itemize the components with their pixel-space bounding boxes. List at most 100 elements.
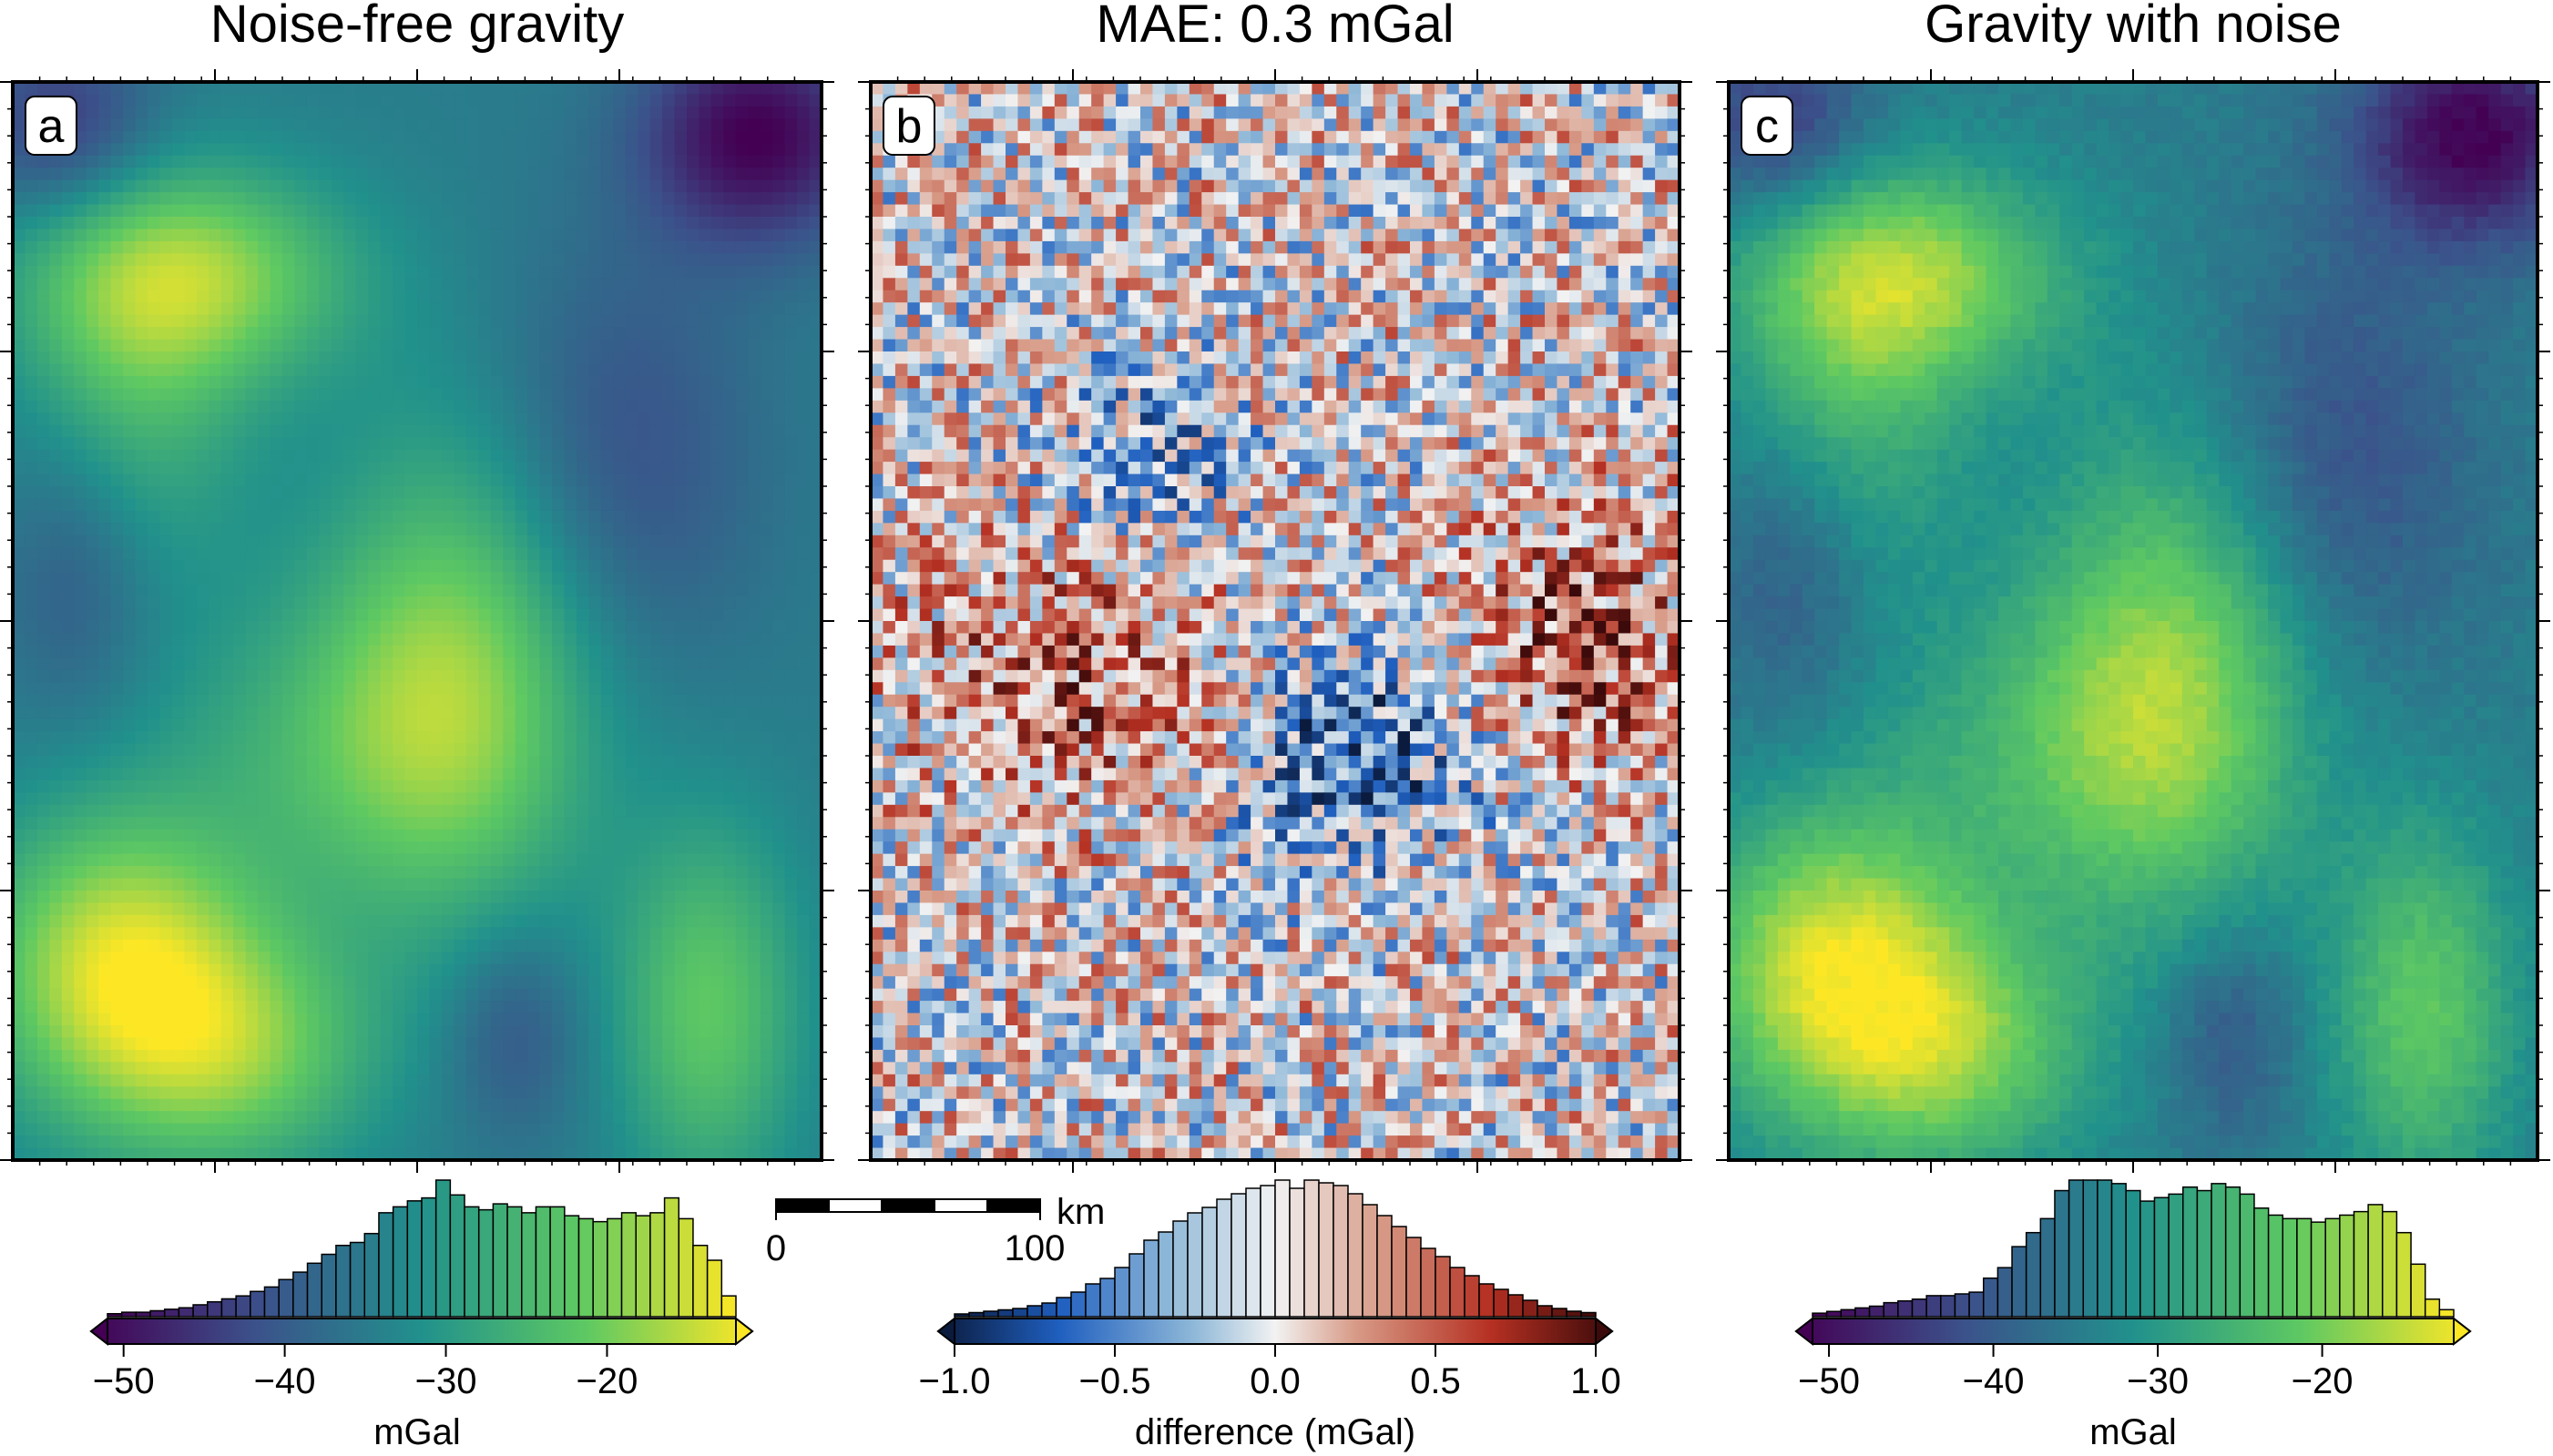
- heatmap-cell: [588, 682, 602, 696]
- heatmap-cell: [184, 192, 198, 206]
- heatmap-cell: [723, 756, 737, 769]
- heatmap-cell: [760, 130, 773, 144]
- heatmap-cell: [490, 351, 504, 365]
- heatmap-cell: [368, 302, 382, 316]
- heatmap-cell: [306, 462, 320, 475]
- heatmap-cell: [36, 192, 50, 206]
- heatmap-cell: [699, 572, 712, 585]
- heatmap-cell: [552, 804, 566, 818]
- heatmap-cell: [171, 914, 185, 928]
- heatmap-cell: [123, 498, 137, 512]
- heatmap-cell: [527, 669, 541, 683]
- heatmap-cell: [649, 253, 663, 267]
- heatmap-cell: [674, 388, 688, 402]
- heatmap-cell: [319, 363, 332, 377]
- heatmap-cell: [429, 1001, 443, 1014]
- heatmap-cell: [13, 707, 26, 720]
- heatmap-cell: [110, 707, 124, 720]
- heatmap-cell: [319, 437, 332, 451]
- heatmap-cell: [245, 694, 259, 708]
- heatmap-cell: [490, 130, 504, 144]
- heatmap-cell: [797, 829, 811, 842]
- heatmap-cell: [319, 118, 332, 132]
- heatmap-cell: [417, 914, 431, 928]
- heatmap-cell: [490, 327, 504, 341]
- heatmap-cell: [270, 768, 283, 781]
- heatmap-cell: [465, 229, 479, 242]
- heatmap-cell: [355, 314, 369, 328]
- heatmap-cell: [209, 240, 222, 254]
- heatmap-cell: [74, 363, 87, 377]
- heatmap-cell: [613, 498, 627, 512]
- heatmap-cell: [245, 192, 259, 206]
- heatmap-cell: [270, 866, 283, 880]
- heatmap-cell: [417, 902, 431, 916]
- heatmap-cell: [638, 375, 651, 389]
- heatmap-cell: [552, 559, 566, 573]
- heatmap-cell: [699, 682, 712, 696]
- heatmap-cell: [25, 792, 38, 806]
- heatmap-cell: [159, 155, 173, 168]
- heatmap-cell: [282, 645, 296, 658]
- heatmap-cell: [343, 204, 357, 218]
- heatmap-cell: [331, 278, 344, 291]
- heatmap-cell: [294, 902, 308, 916]
- heatmap-cell: [613, 817, 627, 830]
- heatmap-cell: [36, 853, 50, 867]
- heatmap-cell: [49, 779, 63, 793]
- heatmap-cell: [503, 462, 516, 475]
- heatmap-cell: [220, 486, 234, 500]
- heatmap-cell: [110, 829, 124, 842]
- heatmap-cell: [61, 339, 75, 352]
- heatmap-cell: [465, 388, 479, 402]
- heatmap-cell: [331, 535, 344, 548]
- heatmap-cell: [25, 437, 38, 451]
- heatmap-cell: [478, 118, 492, 132]
- heatmap-cell: [171, 779, 185, 793]
- heatmap-cell: [196, 290, 209, 303]
- heatmap-cell: [784, 853, 798, 867]
- heatmap-cell: [735, 572, 749, 585]
- heatmap-cell: [282, 375, 296, 389]
- heatmap-cell: [527, 179, 541, 193]
- heatmap-cell: [294, 866, 308, 880]
- heatmap-cell: [331, 106, 344, 119]
- heatmap-cell: [625, 927, 638, 941]
- heatmap-cell: [148, 988, 161, 1002]
- heatmap-cell: [184, 82, 198, 96]
- heatmap-cell: [25, 596, 38, 610]
- heatmap-cell: [478, 817, 492, 830]
- heatmap-cell: [393, 817, 406, 830]
- heatmap-cell: [710, 351, 724, 365]
- heatmap-cell: [110, 547, 124, 561]
- heatmap-cell: [576, 302, 589, 316]
- heatmap-cell: [258, 853, 271, 867]
- heatmap-cell: [772, 927, 786, 941]
- heatmap-cell: [355, 253, 369, 267]
- heatmap-cell: [638, 498, 651, 512]
- heatmap-cell: [74, 388, 87, 402]
- heatmap-cell: [98, 768, 112, 781]
- heatmap-cell: [49, 278, 63, 291]
- heatmap-cell: [564, 339, 577, 352]
- heatmap-cell: [98, 535, 112, 548]
- heatmap-cell: [772, 351, 786, 365]
- heatmap-cell: [245, 988, 259, 1002]
- heatmap-cell: [638, 682, 651, 696]
- heatmap-cell: [649, 265, 663, 279]
- heatmap-cell: [454, 829, 467, 842]
- heatmap-cell: [748, 314, 761, 328]
- heatmap-cell: [233, 952, 247, 965]
- heatmap-cell: [588, 375, 602, 389]
- heatmap-cell: [393, 375, 406, 389]
- heatmap-cell: [25, 449, 38, 463]
- heatmap-cell: [539, 143, 553, 157]
- heatmap-cell: [638, 559, 651, 573]
- heatmap-cell: [503, 473, 516, 487]
- heatmap-cell: [282, 106, 296, 119]
- heatmap-cell: [209, 572, 222, 585]
- heatmap-cell: [687, 473, 700, 487]
- heatmap-cell: [331, 657, 344, 671]
- heatmap-cell: [503, 94, 516, 107]
- heatmap-cell: [233, 204, 247, 218]
